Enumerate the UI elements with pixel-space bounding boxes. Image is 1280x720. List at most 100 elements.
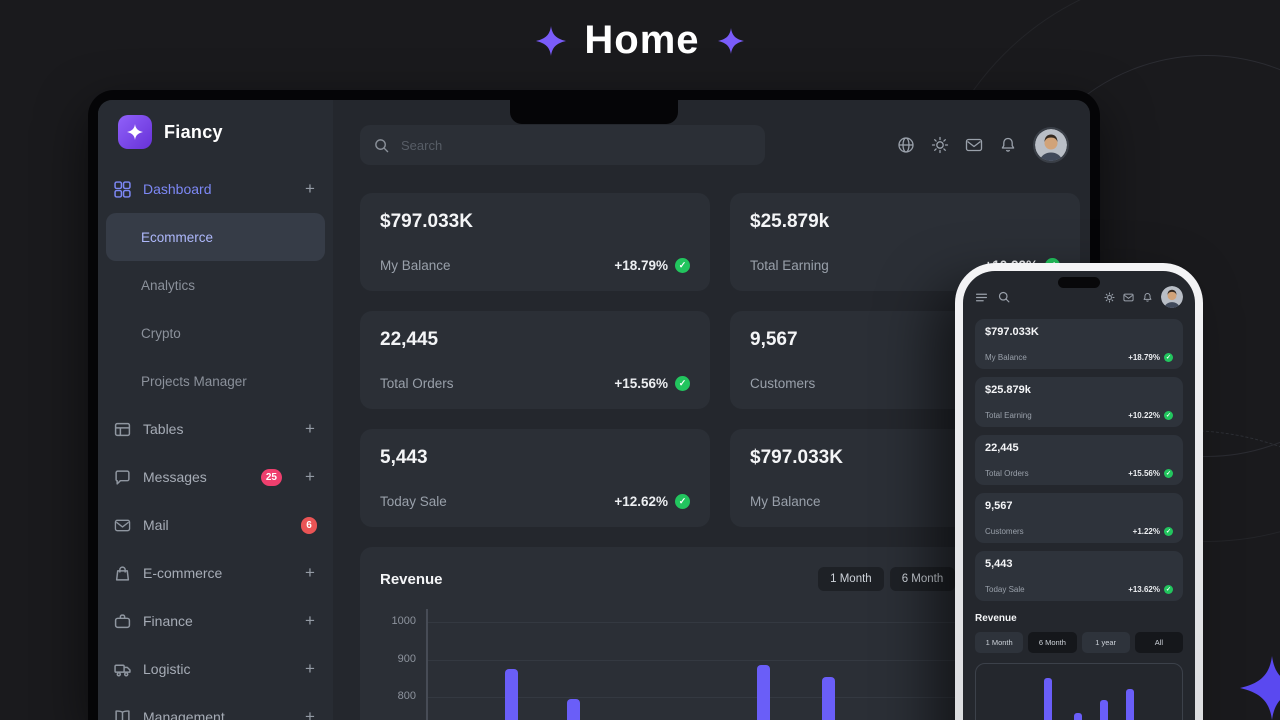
plus-icon[interactable]: + [305,563,315,582]
menu-icon[interactable] [975,291,988,304]
y-tick: 900 [397,652,416,665]
search-bar[interactable] [360,125,765,165]
stat-value: 22,445 [380,329,439,350]
phone-revenue-plot [975,663,1183,720]
truck-icon [114,660,132,678]
stat-label: My Balance [985,353,1027,362]
phone-revenue-filters: 1 Month 6 Month 1 year All [975,632,1183,653]
filter-all[interactable]: All [1134,632,1183,653]
page-title-row: Home [0,18,1280,63]
sidebar-item-projects-manager[interactable]: Projects Manager [98,357,333,405]
phone-frame: $797.033K My Balance +18.79% ✓ $25.879k T… [955,263,1203,720]
stat-value: $797.033K [380,211,473,232]
revenue-bar [567,698,580,720]
gridline [428,659,1060,661]
phone-revenue-bar [1074,712,1082,720]
sidebar-item-label: Logistic [143,661,191,677]
topbar [355,125,1075,165]
stat-value: $25.879k [750,211,830,232]
sidebar-item-analytics[interactable]: Analytics [98,261,333,309]
sidebar-item-dashboard[interactable]: Dashboard + [98,165,333,213]
stat-card-my-balance: $797.033K My Balance +18.79% ✓ [360,193,710,291]
plus-icon[interactable]: + [305,659,315,678]
sidebar-item-label: Finance [143,613,193,629]
filter-6-month[interactable]: 6 Month [1028,632,1077,653]
sidebar-item-label: Crypto [141,325,181,341]
sidebar-item-label: E-commerce [143,565,223,581]
stat-label: Total Earning [985,411,1032,420]
stat-label: Customers [750,376,816,391]
stat-value: 9,567 [985,500,1013,512]
revenue-bar [757,665,770,720]
brand-name: Fiancy [164,121,223,142]
y-tick: 1000 [391,615,416,627]
check-icon: ✓ [1164,411,1173,420]
phone-stats: $797.033K My Balance +18.79% ✓ $25.879k T… [975,319,1183,601]
plus-icon[interactable]: + [305,707,315,720]
plus-icon[interactable]: + [305,179,315,198]
check-icon: ✓ [675,258,690,273]
phone-stat-card-customers: 9,567 Customers +1.22% ✓ [975,493,1183,543]
phone-stat-card-total-earning: $25.879k Total Earning +10.22% ✓ [975,377,1183,427]
phone-stat-card-total-orders: 22,445 Total Orders +15.56% ✓ [975,435,1183,485]
messages-badge: 25 [260,468,282,486]
table-icon [114,420,132,438]
revenue-plot [426,609,1060,720]
stat-label: Total Orders [380,376,454,391]
plus-icon[interactable]: + [305,419,315,438]
sidebar-item-label: Management [143,709,225,720]
search-icon[interactable] [998,291,1010,303]
phone-stat-card-my-balance: $797.033K My Balance +18.79% ✓ [975,319,1183,369]
y-axis: 1000 900 800 [380,609,426,720]
bell-icon[interactable] [1142,292,1153,303]
check-icon: ✓ [1164,585,1173,594]
filter-1-year[interactable]: 1 year [1081,632,1130,653]
phone-topbar [975,285,1183,309]
search-input[interactable] [399,136,751,154]
sidebar-item-label: Analytics [141,277,196,293]
phone-island [1058,277,1100,288]
stat-change: +10.22% [1128,411,1160,420]
filter-1-month[interactable]: 1 Month [975,632,1024,653]
phone-revenue-bar [1126,689,1134,720]
sidebar-item-ecommerce[interactable]: Ecommerce [106,213,325,261]
check-icon: ✓ [1164,469,1173,478]
stat-label: Today Sale [985,585,1025,594]
mail-icon[interactable] [965,136,983,154]
plus-icon[interactable]: + [305,467,315,486]
sparkle-icon [536,25,567,56]
sidebar-item-mail[interactable]: Mail 6 [98,501,333,549]
avatar[interactable] [1033,127,1069,163]
sidebar-item-logistic[interactable]: Logistic + [98,645,333,693]
globe-icon[interactable] [897,136,915,154]
sun-icon[interactable] [931,136,949,154]
check-icon: ✓ [1164,527,1173,536]
sidebar-item-crypto[interactable]: Crypto [98,309,333,357]
stat-change: +13.62% [1128,585,1160,594]
stat-change: +15.56% [1128,469,1160,478]
sidebar-item-management[interactable]: Management + [98,693,333,720]
sidebar-item-label: Dashboard [143,181,212,197]
sun-icon[interactable] [1104,291,1115,303]
revenue-bar [822,677,835,720]
sidebar-item-finance[interactable]: Finance + [98,597,333,645]
plus-icon[interactable]: + [305,611,315,630]
bell-icon[interactable] [999,136,1017,154]
phone-revenue-bar [1044,678,1052,720]
sidebar-item-e-commerce[interactable]: E-commerce + [98,549,333,597]
stat-label: Today Sale [380,494,447,509]
sidebar-item-messages[interactable]: Messages 25 + [98,453,333,501]
mail-icon [114,516,132,534]
mail-icon[interactable] [1123,292,1134,303]
stat-label: Total Earning [750,258,829,273]
avatar[interactable] [1161,286,1183,308]
dashboard-screen: Fiancy Dashboard + Ecommerce Analyti [98,100,1090,720]
stat-value: $25.879k [985,384,1031,396]
sidebar-item-label: Messages [143,469,207,485]
filter-1-month[interactable]: 1 Month [818,567,884,591]
page-title: Home [584,18,700,62]
gridline [428,697,1060,698]
filter-6-month[interactable]: 6 Month [889,567,956,591]
stat-label: My Balance [380,258,451,273]
sidebar-item-tables[interactable]: Tables + [98,405,333,453]
